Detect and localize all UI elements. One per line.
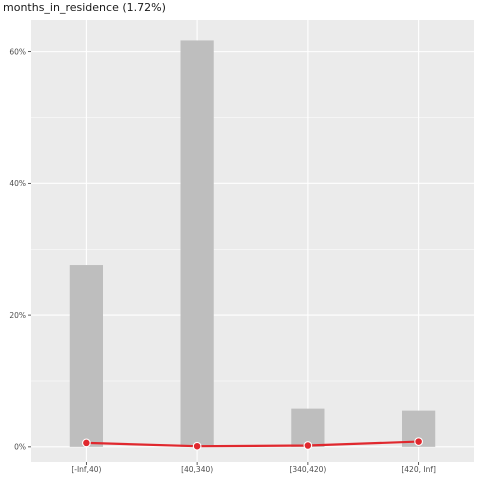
x-tick-label: [340,420) — [289, 465, 326, 474]
bar — [69, 265, 103, 447]
series-line — [86, 440, 419, 448]
plot-panel — [31, 20, 474, 462]
y-tick-label: 60% — [9, 47, 26, 56]
line-point — [192, 441, 202, 451]
bar — [291, 408, 325, 447]
minor-gridlines — [31, 117, 474, 382]
bar — [180, 40, 214, 447]
line-point — [82, 438, 91, 448]
x-tick-label: [40,340) — [181, 465, 213, 474]
chart-title: months_in_residence (1.72%) — [3, 1, 166, 14]
y-tick-label: 0% — [14, 443, 26, 452]
y-tick-label: 20% — [9, 311, 26, 320]
line-series — [82, 437, 423, 451]
y-tick-label: 40% — [9, 179, 26, 188]
line-point — [414, 437, 423, 446]
line-point — [303, 441, 313, 450]
bars — [69, 40, 436, 447]
y-axis: 0% 20% 40% 60% — [9, 47, 31, 452]
x-tick-label: [-Inf,40) — [71, 465, 101, 474]
x-tick-label: [420, Inf] — [401, 465, 436, 474]
x-axis: [-Inf,40) [40,340) [340,420) [420, Inf] — [71, 462, 436, 474]
